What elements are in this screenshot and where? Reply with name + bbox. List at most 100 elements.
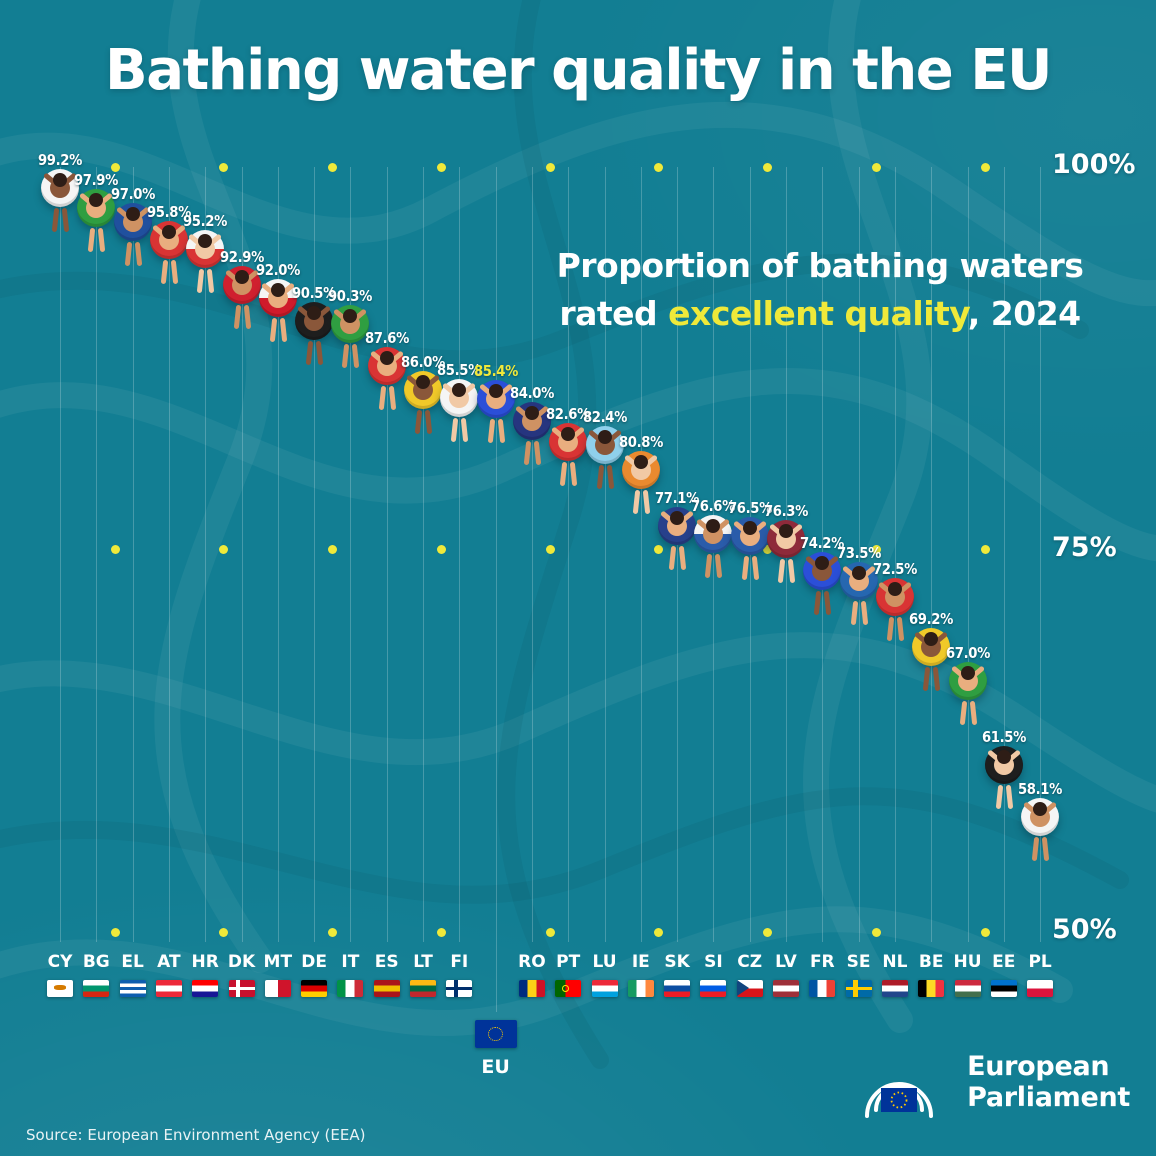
swimmer-cz: 76.5% (728, 499, 772, 585)
flag-graphic (555, 980, 582, 997)
swimmer-sk: 77.1% (655, 489, 699, 575)
flag-graphic (773, 980, 799, 997)
swimmer-leg-right (533, 440, 542, 465)
swim-ring (549, 423, 588, 462)
flag-ee (990, 980, 1017, 997)
flag-graphic (410, 980, 436, 997)
swimmer-leg-right (569, 462, 578, 487)
gridline-dot (545, 927, 555, 937)
flag-ie (627, 980, 654, 997)
value-label: 97.0% (110, 184, 155, 203)
swimmer-be: 69.2% (909, 610, 954, 696)
swimmer-it: 90.3% (328, 287, 373, 373)
country-code-be: BE (918, 952, 944, 972)
country-code-eu: EU (481, 1056, 510, 1078)
swimmer-leg-left (559, 462, 568, 487)
swimmer-leg-left (196, 269, 205, 294)
gridline-dot (654, 927, 664, 937)
value-label: 92.9% (219, 247, 264, 266)
swimmer-leg-right (424, 409, 433, 435)
swim-ring (512, 401, 551, 440)
swimmer-leg-right (134, 241, 142, 267)
gridline-dot (219, 162, 229, 172)
swimmer-leg-right (715, 553, 723, 579)
column-guide-el (132, 167, 134, 942)
swimmer-head (270, 283, 285, 298)
country-code-bg: BG (82, 952, 110, 972)
flag-graphic (446, 980, 473, 997)
swim-ring (258, 279, 297, 318)
flag-se (845, 980, 872, 997)
swim-ring (585, 426, 624, 465)
flag-detail (845, 986, 872, 991)
value-label: 74.2% (800, 533, 845, 552)
country-code-hu: HU (953, 952, 982, 972)
gridline-dot (545, 545, 555, 554)
chart-subtitle: Proportion of bathing waters rated excel… (540, 242, 1100, 338)
flag-graphic (845, 980, 872, 997)
swimmer-dk: 92.9% (219, 248, 264, 334)
flag-graphic (881, 980, 908, 997)
flag-graphic (47, 980, 73, 997)
flag-graphic (264, 980, 291, 997)
country-code-fi: FI (450, 952, 469, 972)
swimmer-leg-left (705, 553, 713, 579)
column-guide-ee (1003, 167, 1005, 942)
country-code-pt: PT (556, 952, 581, 972)
flag-detail (446, 986, 473, 991)
swimmer-head (960, 665, 975, 680)
swimmer-leg-left (233, 304, 241, 329)
swimmer-at: 95.8% (147, 203, 191, 289)
flag-graphic (918, 980, 945, 997)
swimmer-leg-right (352, 344, 360, 369)
swimmer-leg-left (596, 465, 604, 490)
swimmer-leg-right (497, 419, 505, 444)
swimmer-head (597, 430, 612, 445)
flag-detail (561, 984, 570, 993)
swimmer-leg-right (388, 385, 396, 410)
country-code-ie: IE (631, 952, 650, 972)
swim-ring (77, 189, 116, 228)
swimmer-head (742, 520, 757, 535)
value-label: 61.5% (981, 728, 1026, 747)
flag-ro (518, 980, 545, 997)
swimmer-head (670, 511, 685, 526)
swim-ring (803, 551, 842, 590)
value-label: 58.1% (1018, 780, 1063, 799)
country-code-lu: LU (592, 952, 617, 972)
country-code-de: DE (301, 952, 327, 972)
country-code-at: AT (157, 952, 181, 972)
gridline-dot (110, 927, 120, 937)
gridline-dot (980, 545, 990, 554)
gridline-dot (871, 927, 881, 937)
subtitle-line1: Proportion of bathing waters (556, 246, 1084, 285)
swimmer-head (887, 581, 902, 596)
swimmer-leg-left (632, 489, 641, 514)
country-code-cy: CY (47, 952, 73, 972)
swim-ring (730, 516, 769, 555)
flag-graphic (373, 980, 400, 997)
swimmer-head (488, 384, 503, 399)
swimmer-leg-left (523, 440, 532, 465)
gridline-dot (219, 927, 229, 937)
column-guide-pt (568, 167, 570, 942)
swimmer-eu: 85.4% (474, 362, 518, 448)
country-code-hr: HR (191, 952, 219, 972)
flag-graphic (664, 980, 691, 997)
column-guide-ie (640, 167, 642, 942)
flag-fr (809, 980, 836, 997)
source-note: Source: European Environment Agency (EEA… (26, 1126, 366, 1144)
value-label: 76.3% (763, 501, 809, 520)
subtitle-highlight: excellent quality (668, 293, 968, 333)
column-guide-hu (967, 167, 969, 942)
swim-ring (367, 346, 406, 385)
flag-es (373, 980, 400, 997)
swim-ring (113, 202, 152, 241)
flag-graphic (700, 980, 727, 997)
swimmer-hu: 67.0% (945, 644, 990, 730)
value-label: 87.6% (364, 328, 409, 347)
flag-pt (555, 980, 582, 997)
gridline-dot (871, 545, 881, 554)
column-guide-pl (1040, 167, 1042, 942)
ep-logo: European Parliament (843, 1042, 1130, 1122)
